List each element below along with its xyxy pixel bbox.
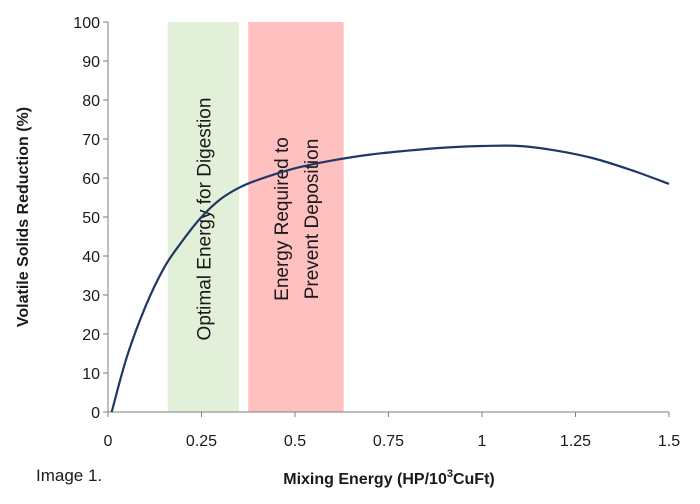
y-tick-label: 20 [82, 327, 100, 344]
y-axis-title: Volatile Solids Reduction (%) [15, 107, 32, 327]
y-tick-label: 30 [82, 288, 100, 305]
x-tick-label: 1 [478, 433, 487, 450]
band-2-label-line-2: Prevent Deposition [302, 139, 323, 300]
x-tick-label: 0.5 [284, 433, 306, 450]
y-tick-label: 10 [82, 366, 100, 383]
band-labels: Optimal Energy for Digestion Energy Requi… [194, 98, 323, 341]
x-axis-title-superscript: 3 [447, 468, 453, 480]
series-line-1 [110, 144, 670, 413]
band-2-label-line-1: Energy Required to [272, 137, 293, 301]
x-tick-label: 1.25 [560, 433, 591, 450]
x-axis-title-tail: CuFt) [453, 471, 495, 488]
y-tick-label: 60 [82, 171, 100, 188]
y-tick-label: 0 [91, 405, 100, 422]
image-caption: Image 1. [36, 466, 103, 485]
band-1 [167, 22, 239, 412]
x-tick-label: 0.75 [373, 433, 404, 450]
y-tick-label: 100 [73, 15, 100, 32]
x-tick-label: 0.25 [186, 433, 217, 450]
x-axis-title-main: Mixing Energy (HP/10 [283, 471, 447, 488]
band-1-label-line-1: Optimal Energy for Digestion [194, 98, 215, 341]
y-tick-label: 40 [82, 249, 100, 266]
axes [103, 21, 670, 417]
y-tick-label: 70 [82, 132, 100, 149]
x-tick-label: 1.5 [658, 433, 680, 450]
tick-labels: 0 10 20 30 40 50 60 70 80 90 100 0 0.25 0.5 0.75 1 1.25 1… [73, 15, 680, 450]
y-tick-label: 50 [82, 210, 100, 227]
shaded-bands [167, 22, 344, 412]
y-tick-label: 90 [82, 54, 100, 71]
x-axis-title: Mixing Energy (HP/103CuFt) [283, 468, 494, 488]
data-series [110, 144, 670, 413]
y-tick-label: 80 [82, 93, 100, 110]
x-tick-label: 0 [104, 433, 113, 450]
band-2 [248, 22, 344, 412]
